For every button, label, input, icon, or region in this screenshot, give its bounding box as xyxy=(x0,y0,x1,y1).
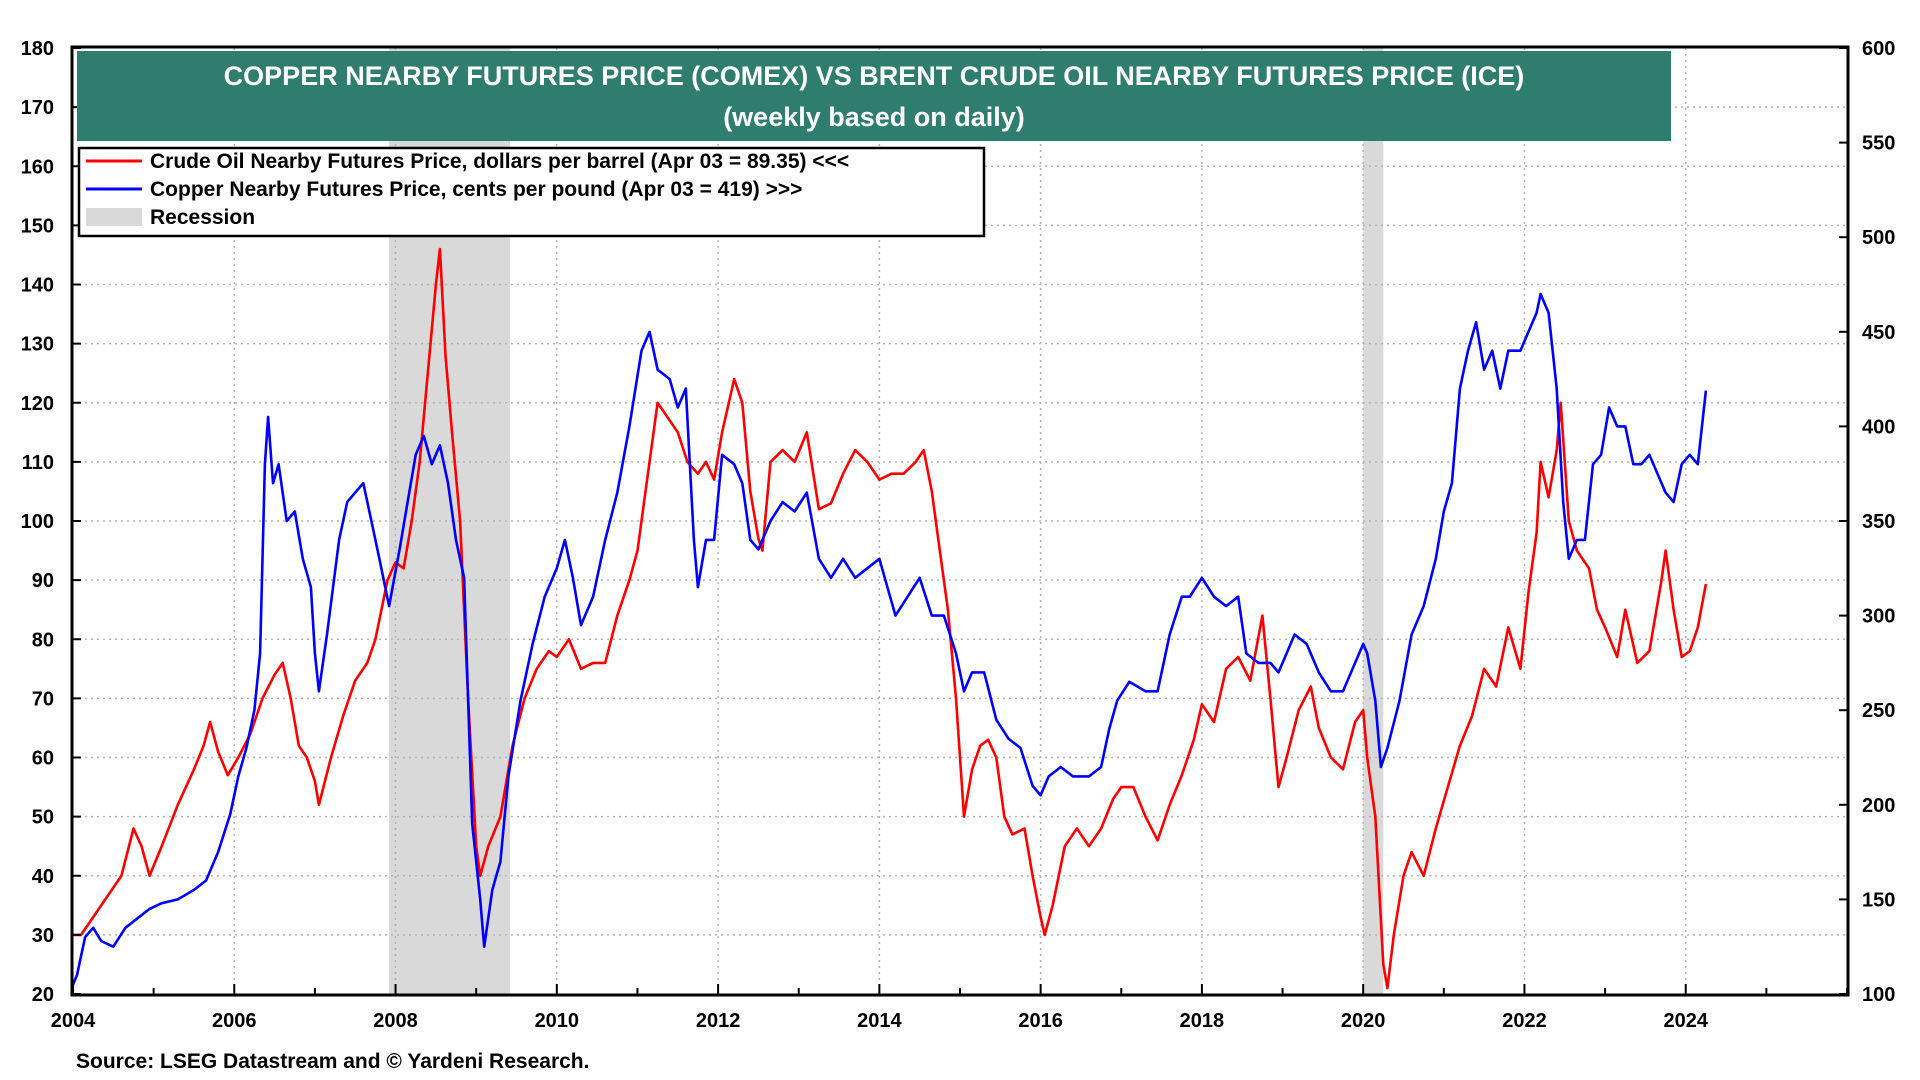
y-left-tick-label-11: 130 xyxy=(21,334,54,356)
y-left-tick-label-9: 110 xyxy=(22,452,54,474)
plot-frame xyxy=(70,45,1850,997)
y-right-tick-label-1: 150 xyxy=(1862,889,1895,911)
chart-title: COPPER NEARBY FUTURES PRICE (COMEX) VS B… xyxy=(224,61,1525,91)
y-left-tick-label-10: 120 xyxy=(21,393,54,415)
y-left-tick-label-14: 160 xyxy=(21,156,54,178)
legend-swatch-recession xyxy=(86,208,142,226)
x-tick-label-0: 2004 xyxy=(51,1010,96,1032)
y-left-tick-label-13: 150 xyxy=(21,215,54,237)
left-axis-ticks: 20 30 40 50 60 70 80 90 100 110 120 130 140 150 160 170… xyxy=(21,38,81,1006)
recession-band-1 xyxy=(1363,48,1384,994)
x-axis-ticks: 2004 2006 2008 2010 2012 2014 2016 2018 2020 2022… xyxy=(51,984,1848,1032)
x-tick-label-6: 2016 xyxy=(1018,1010,1063,1032)
y-left-tick-label-16: 180 xyxy=(21,38,54,60)
y-left-tick-label-7: 90 xyxy=(32,570,54,592)
legend: Crude Oil Nearby Futures Price, dollars … xyxy=(77,146,986,238)
y-right-tick-label-5: 350 xyxy=(1862,511,1895,533)
y-left-tick-label-2: 40 xyxy=(32,866,54,888)
legend-label-copper: Copper Nearby Futures Price, cents per p… xyxy=(150,178,802,201)
y-right-tick-label-6: 400 xyxy=(1862,416,1895,438)
series-lines xyxy=(71,247,1708,990)
y-right-tick-label-4: 300 xyxy=(1862,606,1895,628)
y-left-tick-label-6: 80 xyxy=(32,629,54,651)
y-left-tick-label-12: 140 xyxy=(21,275,54,297)
x-tick-label-8: 2020 xyxy=(1341,1010,1386,1032)
right-axis-ticks: 100 150 200 250 300 350 400 450 500 550 600 xyxy=(1839,38,1895,1006)
y-left-tick-label-1: 30 xyxy=(32,925,54,947)
x-tick-label-7: 2018 xyxy=(1180,1010,1225,1032)
y-right-tick-label-10: 600 xyxy=(1862,38,1895,60)
y-left-tick-label-8: 100 xyxy=(21,511,54,533)
source-note: Source: LSEG Datastream and © Yardeni Re… xyxy=(76,1050,589,1073)
x-tick-label-9: 2022 xyxy=(1502,1010,1547,1032)
y-right-tick-label-9: 550 xyxy=(1862,133,1895,155)
y-right-tick-label-2: 200 xyxy=(1862,795,1895,817)
x-tick-label-5: 2014 xyxy=(857,1010,902,1032)
x-tick-label-10: 2024 xyxy=(1663,1010,1708,1032)
x-tick-label-1: 2006 xyxy=(212,1010,257,1032)
x-tick-label-2: 2008 xyxy=(373,1010,418,1032)
series-line-copper xyxy=(71,292,1708,986)
x-tick-label-3: 2010 xyxy=(535,1010,580,1032)
y-right-tick-label-7: 450 xyxy=(1862,322,1895,344)
legend-label-crude-oil: Crude Oil Nearby Futures Price, dollars … xyxy=(150,150,849,173)
y-left-tick-label-5: 70 xyxy=(32,688,54,710)
y-left-tick-label-4: 60 xyxy=(32,748,54,770)
chart-subtitle: (weekly based on daily) xyxy=(723,102,1025,132)
series-line-crude-oil xyxy=(73,247,1708,990)
y-left-tick-label-0: 20 xyxy=(32,984,54,1006)
legend-label-recession: Recession xyxy=(150,206,255,229)
x-tick-label-4: 2012 xyxy=(696,1010,741,1032)
y-left-tick-label-3: 50 xyxy=(32,807,54,829)
y-left-tick-label-15: 170 xyxy=(21,97,54,119)
y-right-tick-label-3: 250 xyxy=(1862,700,1895,722)
title-banner: COPPER NEARBY FUTURES PRICE (COMEX) VS B… xyxy=(77,51,1671,141)
y-right-tick-label-8: 500 xyxy=(1862,227,1895,249)
y-right-tick-label-0: 100 xyxy=(1862,984,1895,1006)
